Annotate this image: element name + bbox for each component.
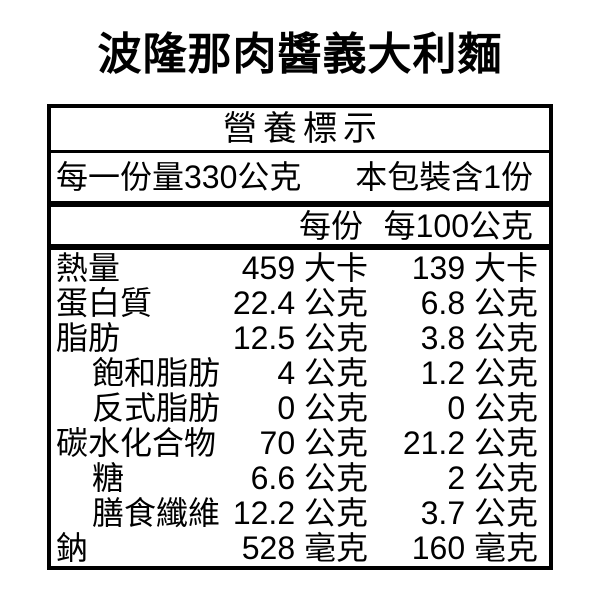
nutrient-rows: 熱量 459 大卡 139 大卡 蛋白質 22.4 公克 6.8 公克 脂肪 1… bbox=[51, 250, 549, 566]
value-per-100g: 3.8 公克 bbox=[420, 319, 539, 356]
page-title: 波隆那肉醬義大利麵 bbox=[97, 30, 503, 79]
serving-info-row: 每一份量330公克 本包裝含1份 bbox=[51, 153, 549, 207]
value-per-100g: 2 公克 bbox=[447, 460, 539, 497]
value-per-100g: 139 大卡 bbox=[411, 249, 539, 286]
nutrient-label: 熱量 bbox=[56, 249, 121, 286]
value-per-serving: 6.6 公克 bbox=[250, 460, 369, 497]
serving-size: 每一份量330公克 bbox=[56, 159, 302, 195]
nutrient-label: 膳食纖維 bbox=[92, 495, 221, 532]
value-per-serving: 528 毫克 bbox=[241, 530, 369, 567]
nutrient-row: 蛋白質 22.4 公克 6.8 公克 bbox=[56, 285, 538, 320]
column-header-row: 每份 每100公克 bbox=[51, 207, 549, 250]
nutrient-label: 飽和脂肪 bbox=[92, 354, 221, 391]
nutrient-label: 糖 bbox=[92, 460, 125, 497]
nutrient-row: 鈉 528 毫克 160 毫克 bbox=[56, 531, 538, 566]
nutrient-label: 脂肪 bbox=[56, 319, 121, 356]
value-per-serving: 459 大卡 bbox=[241, 249, 369, 286]
value-per-serving: 12.2 公克 bbox=[232, 495, 369, 532]
value-per-serving: 70 公克 bbox=[259, 425, 369, 462]
nutrition-label-header-text: 營養標示 bbox=[223, 110, 383, 148]
col-header-per-100g: 每100公克 bbox=[383, 207, 533, 244]
nutrition-label: 營養標示 每一份量330公克 本包裝含1份 每份 每100公克 熱量 459 大… bbox=[47, 104, 553, 570]
value-per-100g: 6.8 公克 bbox=[420, 284, 539, 321]
value-per-serving: 22.4 公克 bbox=[232, 284, 369, 321]
nutrient-row: 反式脂肪 0 公克 0 公克 bbox=[56, 390, 538, 425]
nutrient-label: 鈉 bbox=[56, 530, 89, 567]
value-per-serving: 12.5 公克 bbox=[232, 319, 369, 356]
nutrient-row: 糖 6.6 公克 2 公克 bbox=[56, 461, 538, 496]
nutrient-label: 碳水化合物 bbox=[56, 425, 217, 462]
nutrient-row: 飽和脂肪 4 公克 1.2 公克 bbox=[56, 355, 538, 390]
nutrient-row: 脂肪 12.5 公克 3.8 公克 bbox=[56, 320, 538, 355]
value-per-100g: 0 公克 bbox=[447, 389, 539, 426]
value-per-100g: 1.2 公克 bbox=[420, 354, 539, 391]
nutrient-label: 蛋白質 bbox=[56, 284, 153, 321]
value-per-100g: 3.7 公克 bbox=[420, 495, 539, 532]
value-per-100g: 160 毫克 bbox=[411, 530, 539, 567]
value-per-serving: 0 公克 bbox=[277, 389, 369, 426]
value-per-serving: 4 公克 bbox=[277, 354, 369, 391]
nutrient-row: 熱量 459 大卡 139 大卡 bbox=[56, 250, 538, 285]
col-header-per-serving: 每份 bbox=[298, 207, 363, 244]
servings-per-package: 本包裝含1份 bbox=[355, 159, 533, 195]
nutrition-label-header: 營養標示 bbox=[51, 108, 549, 153]
nutrient-row: 碳水化合物 70 公克 21.2 公克 bbox=[56, 426, 538, 461]
nutrient-label: 反式脂肪 bbox=[92, 389, 221, 426]
value-per-100g: 21.2 公克 bbox=[402, 425, 539, 462]
nutrient-row: 膳食纖維 12.2 公克 3.7 公克 bbox=[56, 496, 538, 531]
